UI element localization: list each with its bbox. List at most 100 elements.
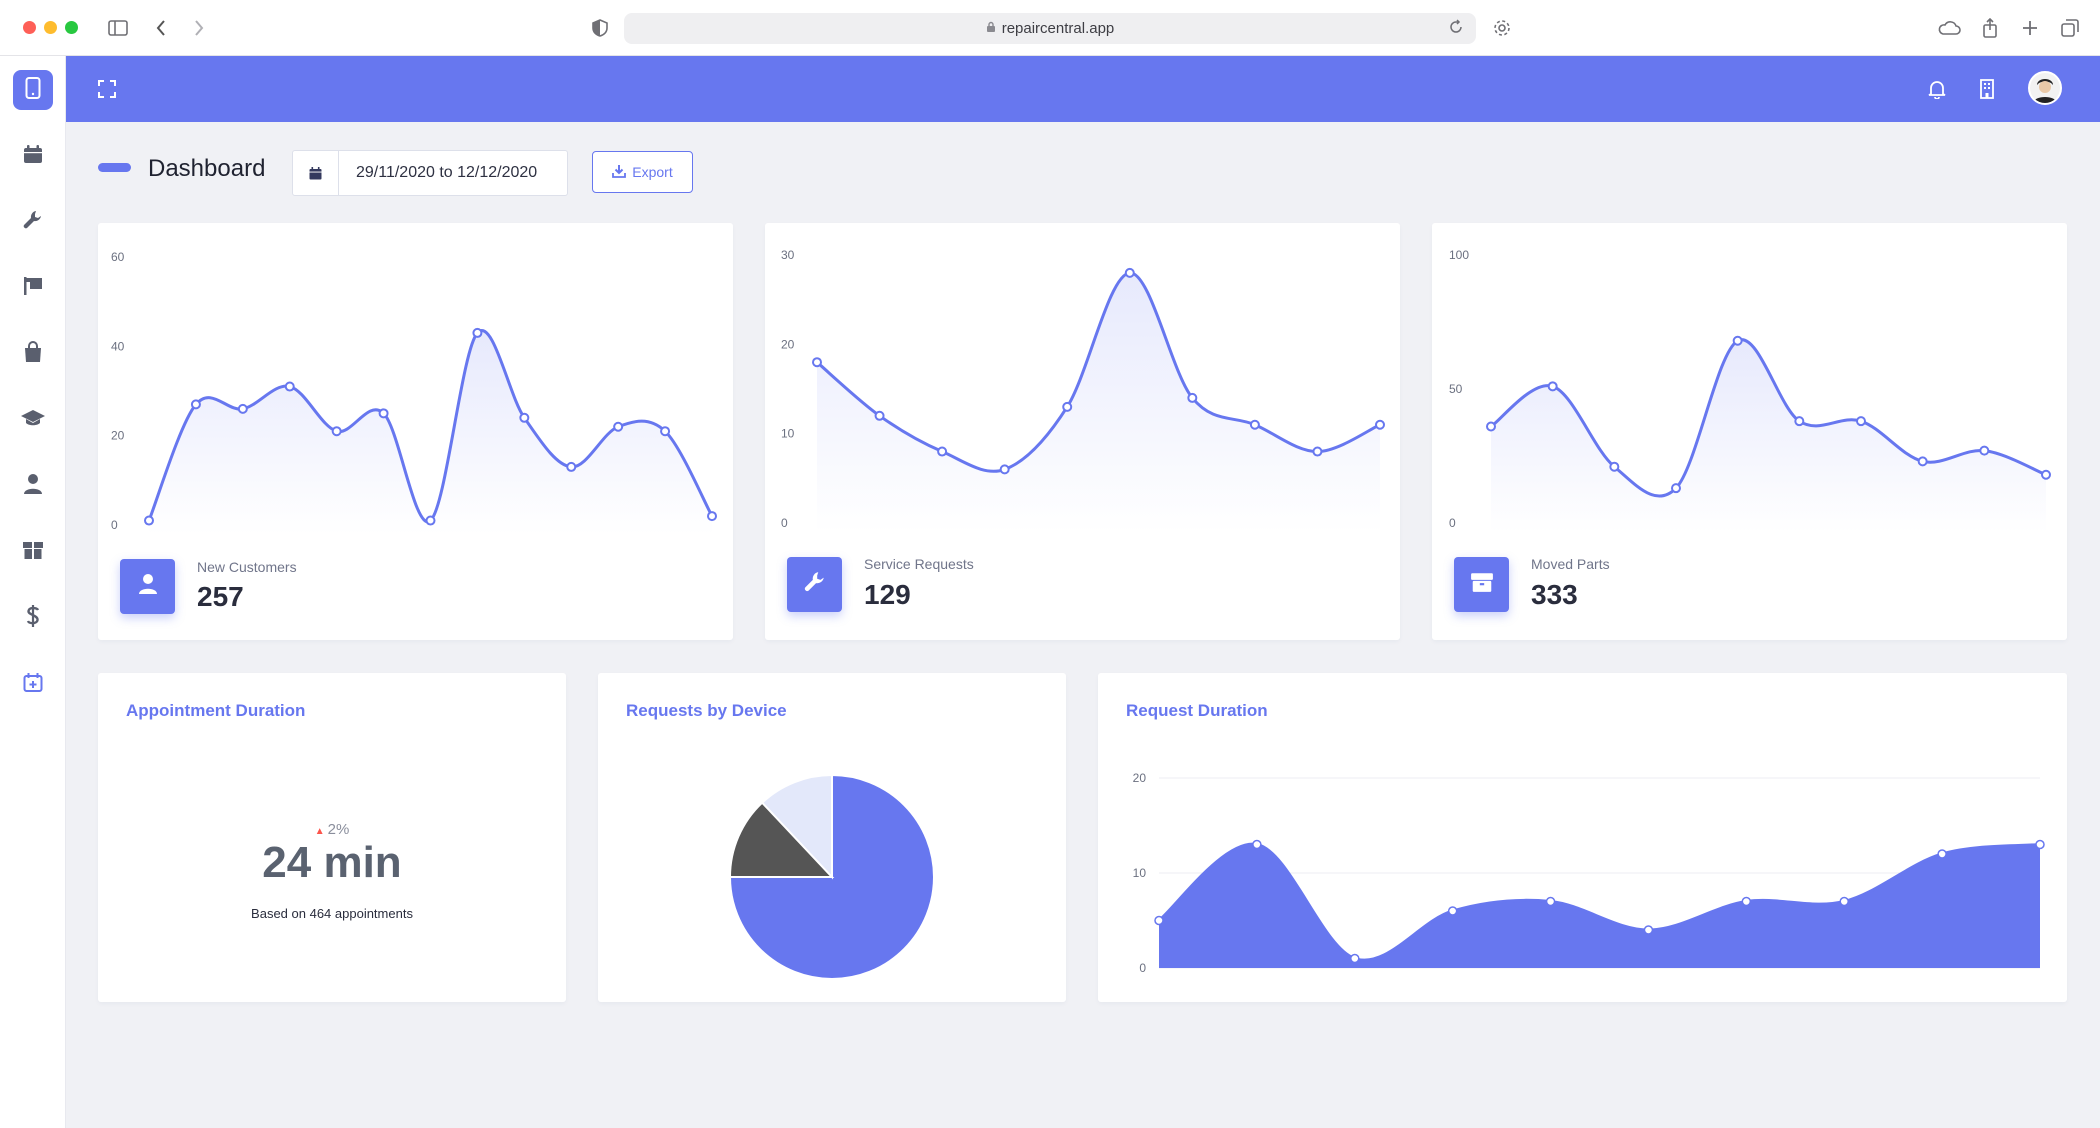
sidebar-item-billing[interactable] [13, 598, 53, 638]
y-tick-label: 0 [1449, 516, 1456, 530]
data-point-ring [1839, 896, 1849, 907]
sidebar-item-locations[interactable] [13, 268, 53, 308]
data-point[interactable] [519, 412, 530, 423]
calendar-icon [23, 144, 43, 169]
sidebar-item-new-appointment[interactable] [13, 664, 53, 704]
date-range-picker[interactable]: 29/11/2020 to 12/12/2020 [292, 150, 568, 196]
series-area [1159, 844, 2040, 968]
sidebar-toggle-icon[interactable] [106, 16, 130, 40]
sidebar-item-devices[interactable] [13, 70, 53, 110]
close-window-button[interactable] [23, 21, 36, 34]
data-point[interactable] [1124, 267, 1135, 278]
series-area [1491, 339, 2046, 533]
back-icon[interactable] [149, 16, 173, 40]
y-tick-label: 100 [1449, 248, 1469, 262]
data-point[interactable] [707, 511, 717, 522]
data-point[interactable] [2041, 469, 2051, 480]
address-bar[interactable]: repaircentral.app [624, 13, 1476, 44]
data-point[interactable] [284, 381, 295, 392]
data-point-ring [1545, 896, 1556, 907]
notification-bell-icon[interactable] [1925, 77, 1949, 101]
data-point[interactable] [472, 327, 483, 338]
moved-parts-chart: 0 50 100 [1449, 248, 2051, 533]
data-point[interactable] [237, 403, 248, 414]
box-icon [1470, 571, 1494, 598]
sidebar-item-shop[interactable] [13, 334, 53, 374]
box-icon [22, 540, 44, 565]
data-point[interactable] [1547, 381, 1558, 392]
stat-card-service-requests: 0 10 20 30 Service Requests 129 [765, 223, 1400, 640]
lock-icon [986, 20, 996, 37]
y-tick-label: 40 [111, 339, 125, 353]
data-point[interactable] [425, 515, 436, 526]
fullscreen-icon[interactable] [95, 77, 119, 101]
data-point[interactable] [1187, 392, 1198, 403]
series-line [1158, 842, 2041, 962]
y-tick-label: 30 [781, 248, 795, 262]
y-tick-label: 20 [111, 429, 125, 443]
data-point[interactable] [660, 426, 671, 437]
tabs-overview-icon[interactable] [2058, 16, 2082, 40]
sidebar-item-users[interactable] [13, 466, 53, 506]
stat-label: New Customers [197, 559, 297, 575]
data-point[interactable] [812, 357, 822, 368]
data-point[interactable] [1732, 335, 1743, 346]
shield-icon[interactable] [588, 16, 612, 40]
pie-slice[interactable] [760, 773, 833, 880]
share-icon[interactable] [1978, 16, 2002, 40]
sidebar-item-training[interactable] [13, 400, 53, 440]
appointment-count-note: Based on 464 appointments [251, 906, 413, 921]
data-point[interactable] [144, 515, 154, 526]
data-point[interactable] [190, 399, 201, 410]
data-point[interactable] [1249, 419, 1260, 430]
new-tab-plus-icon[interactable] [2018, 16, 2042, 40]
icloud-icon[interactable] [1937, 16, 1961, 40]
y-tick-label: 20 [1133, 771, 1147, 785]
data-point[interactable] [874, 410, 885, 421]
data-point[interactable] [1917, 456, 1928, 467]
forward-icon[interactable] [187, 16, 211, 40]
maximize-window-button[interactable] [65, 21, 78, 34]
minimize-window-button[interactable] [44, 21, 57, 34]
data-point-ring [1447, 906, 1458, 916]
settings-gear-icon[interactable] [1490, 16, 1514, 40]
pie-slice[interactable] [728, 773, 935, 980]
data-point[interactable] [1312, 446, 1323, 457]
pie-slice[interactable] [728, 801, 835, 878]
y-tick-label: 10 [781, 427, 795, 441]
sidebar-item-parts[interactable] [13, 532, 53, 572]
date-range-text: 29/11/2020 to 12/12/2020 [356, 164, 538, 181]
data-point[interactable] [999, 464, 1010, 475]
data-point[interactable] [1794, 416, 1805, 427]
reload-icon[interactable] [1448, 19, 1464, 39]
appointment-duration-value: 24 min [262, 838, 402, 887]
change-value: 2% [327, 821, 350, 838]
data-point[interactable] [1375, 419, 1385, 430]
card-title: Request Duration [1126, 701, 1268, 720]
stat-card-moved-parts: 0 50 100 Moved Parts 333 [1432, 223, 2067, 640]
request-duration-chart: 0 10 20 [1133, 771, 2045, 975]
avatar[interactable] [2028, 71, 2062, 105]
data-point[interactable] [613, 421, 624, 432]
data-point[interactable] [566, 461, 577, 472]
sidebar-item-repairs[interactable] [13, 202, 53, 242]
data-point[interactable] [937, 446, 948, 457]
data-point[interactable] [378, 408, 389, 419]
data-point[interactable] [1979, 445, 1990, 456]
export-button[interactable]: Export [592, 151, 693, 193]
building-icon[interactable] [1975, 77, 1999, 101]
request-duration-card: Request Duration 0 10 20 [1098, 673, 2067, 1002]
stat-label: Moved Parts [1531, 556, 1610, 572]
data-point-ring [1252, 839, 1262, 850]
data-point[interactable] [1609, 461, 1620, 472]
card-title: Appointment Duration [126, 701, 306, 720]
data-point[interactable] [331, 426, 342, 437]
data-point[interactable] [1062, 401, 1073, 412]
data-point[interactable] [1486, 421, 1496, 432]
sidebar-item-calendar[interactable] [13, 136, 53, 176]
calendar-plus-icon [23, 672, 43, 697]
data-point[interactable] [1856, 416, 1866, 427]
data-point[interactable] [1671, 483, 1681, 494]
stat-value: 333 [1531, 579, 1578, 610]
data-point-ring [1154, 915, 1164, 926]
